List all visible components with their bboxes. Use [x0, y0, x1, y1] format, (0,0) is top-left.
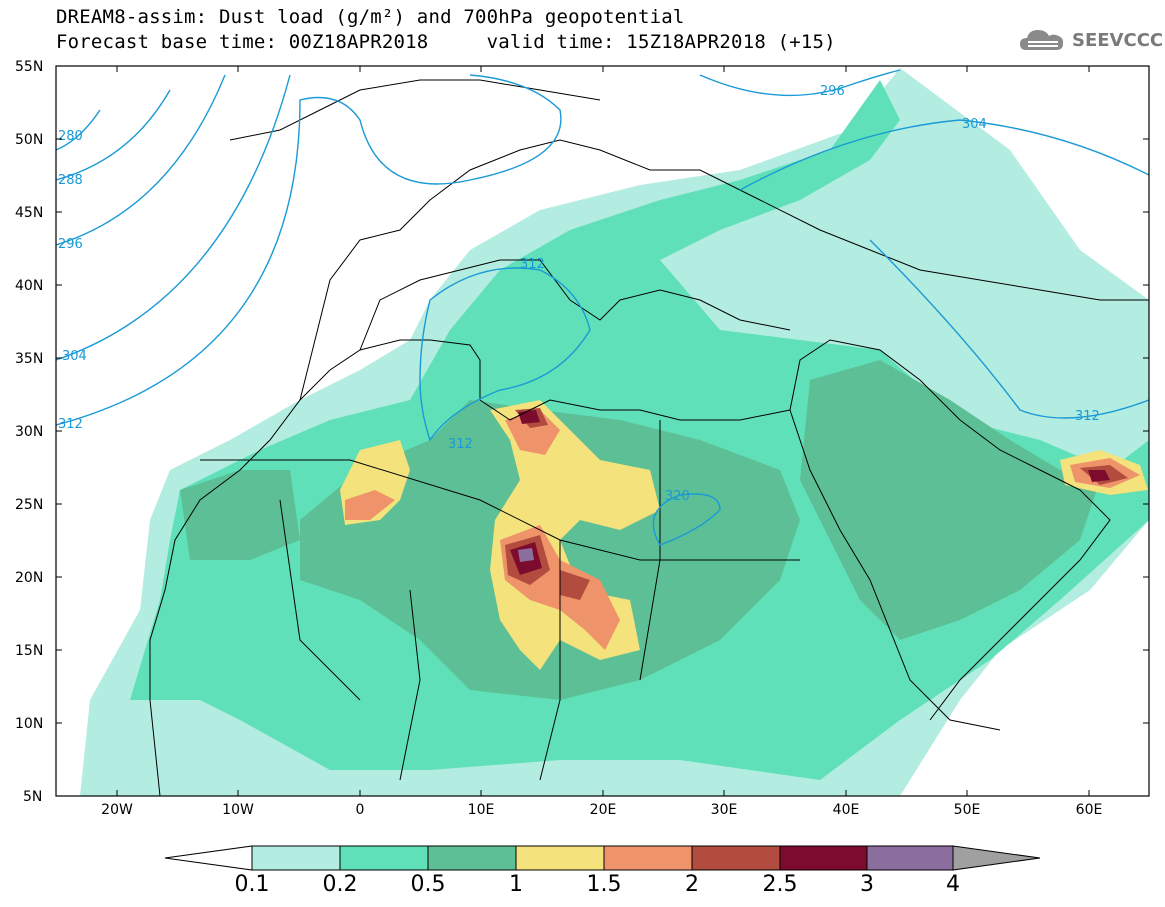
dust-contour-2-sudan	[560, 570, 590, 600]
dust-contour-1-libya	[490, 400, 660, 670]
colorbar-over-arrow	[952, 845, 1041, 871]
geopotential-label: 304	[62, 349, 87, 364]
lon-label: 40E	[833, 802, 860, 818]
colorbar-swatch	[427, 845, 517, 871]
logo-text: SEEVCCC	[1072, 29, 1164, 51]
geopotential-label: 304	[962, 117, 987, 132]
lat-label: 25N	[15, 497, 43, 513]
colorbar-tick-label: 0.1	[235, 872, 270, 897]
colorbar-tick-label: 2	[685, 872, 699, 897]
lon-axis: 20W 10W 0 10E 20E 30E 40E 50E 60E	[101, 66, 1102, 818]
lon-label: 0	[356, 802, 365, 818]
geopotential-labels: 280 288 296 304 312 312 312 320 296 304 …	[58, 84, 1100, 504]
colorbar-swatch	[339, 845, 429, 871]
lat-label: 55N	[15, 59, 43, 75]
lat-axis: 55N 50N 45N 40N 35N 30N 25N 20N 15N 10N …	[15, 59, 1149, 805]
colorbar-swatch	[515, 845, 605, 871]
colorbar-tick-label: 0.5	[411, 872, 446, 897]
geopotential-label: 296	[58, 237, 83, 252]
lat-label: 5N	[23, 789, 42, 805]
geopotential-label: 312	[58, 417, 83, 432]
colorbar	[164, 845, 1041, 871]
seevccc-logo: SEEVCCC	[1018, 24, 1163, 56]
lon-label: 10E	[468, 802, 495, 818]
cloud-logo-icon	[1020, 30, 1064, 50]
lat-label: 50N	[15, 132, 43, 148]
lon-label: 10W	[222, 802, 254, 818]
dust-field-layer	[56, 66, 1149, 796]
colorbar-tick-label: 1.5	[587, 872, 622, 897]
dust-contour-2.5-gulf	[1088, 470, 1110, 482]
dust-contour-1.5-libya	[505, 410, 560, 455]
lat-label: 30N	[15, 424, 43, 440]
lon-label: 20E	[590, 802, 617, 818]
lon-label: 50E	[954, 802, 981, 818]
colorbar-swatch	[603, 845, 693, 871]
colorbar-tick-label: 1	[509, 872, 523, 897]
lon-label: 30E	[711, 802, 738, 818]
colorbar-under-arrow	[164, 845, 253, 871]
colorbar-tick-label: 4	[946, 872, 960, 897]
chart-title: DREAM8-assim: Dust load (g/m²) and 700hP…	[56, 6, 685, 28]
lon-label: 60E	[1076, 802, 1103, 818]
colorbar-labels: 0.1 0.2 0.5 1 1.5 2 2.5 3 4	[235, 872, 961, 897]
geopotential-label: 312	[448, 437, 473, 452]
dust-contour-1.5-alg	[345, 490, 395, 520]
colorbar-swatch	[691, 845, 781, 871]
lat-label: 35N	[15, 351, 43, 367]
colorbar-tick-label: 0.2	[323, 872, 358, 897]
geopotential-label: 312	[520, 257, 545, 272]
lat-label: 10N	[15, 716, 43, 732]
lat-label: 45N	[15, 205, 43, 221]
geopotential-contours	[56, 69, 1149, 546]
colorbar-swatch	[779, 845, 868, 871]
lon-label: 20W	[101, 802, 133, 818]
lat-label: 40N	[15, 278, 43, 294]
geopotential-label: 320	[665, 489, 690, 504]
forecast-time-subtitle: Forecast base time: 00Z18APR2018 valid t…	[56, 31, 836, 53]
lat-label: 15N	[15, 643, 43, 659]
colorbar-swatch	[251, 845, 341, 871]
geopotential-label: 312	[1075, 409, 1100, 424]
lat-label: 20N	[15, 570, 43, 586]
geopotential-label: 288	[58, 173, 83, 188]
colorbar-swatch	[866, 845, 954, 871]
dust-contour-3-chad	[518, 548, 534, 562]
dust-contour-0.5-arabia	[800, 360, 1100, 640]
colorbar-tick-label: 2.5	[763, 872, 798, 897]
geopotential-label: 296	[820, 84, 845, 99]
coastline-layer	[149, 79, 1149, 796]
geopotential-label: 280	[58, 129, 83, 144]
colorbar-tick-label: 3	[860, 872, 874, 897]
